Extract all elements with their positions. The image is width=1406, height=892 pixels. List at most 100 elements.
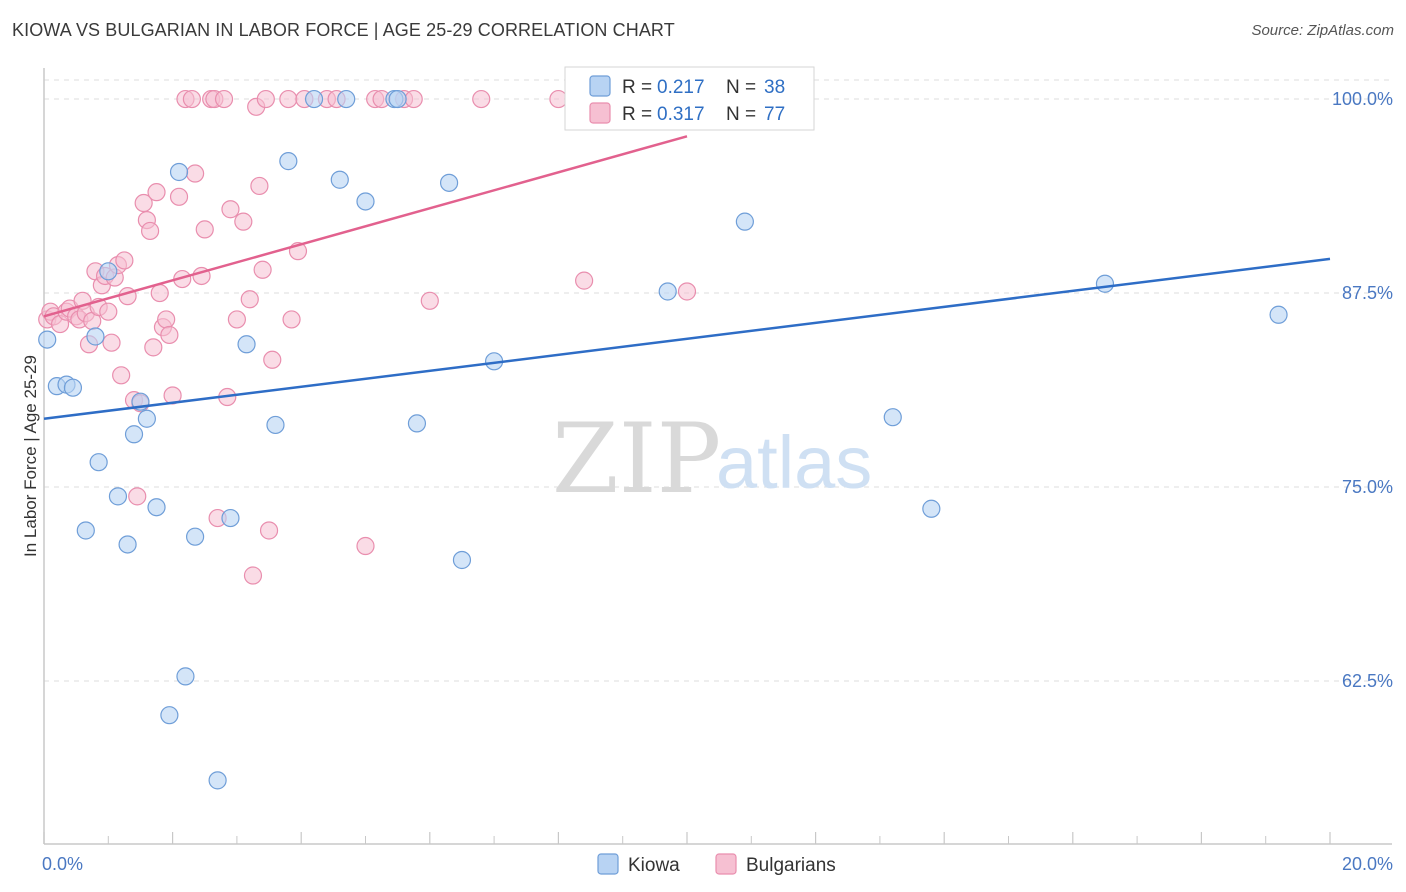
bulgarians-point <box>356 536 375 556</box>
bulgarians-point <box>279 89 298 109</box>
legend-bulgarians-swatch <box>589 102 611 124</box>
bulgarians-point <box>157 310 176 329</box>
axes <box>43 68 1392 845</box>
bulgarians-point <box>282 310 301 329</box>
watermark-zip: ZIP <box>552 403 721 515</box>
kiowa-point <box>99 262 118 281</box>
kiowa-point <box>108 487 128 506</box>
bottom-legend-bulgarians-label: Bulgarians <box>746 855 836 876</box>
correlation-legend: R = 0.217 N = 38 R = 0.317 N = 77 <box>564 66 815 131</box>
grid-lines <box>44 79 1392 682</box>
kiowa-point <box>124 425 144 444</box>
bulgarians-point <box>420 291 439 310</box>
legend-kiowa-r-value: 0.217 <box>657 77 705 98</box>
bulgarians-point <box>227 310 246 329</box>
bulgarians-points <box>38 89 697 585</box>
bulgarians-point <box>234 212 253 231</box>
kiowa-point <box>922 499 941 518</box>
kiowa-point <box>266 415 285 435</box>
bulgarians-point <box>112 366 131 385</box>
kiowa-point <box>1095 274 1115 293</box>
bulgarians-point <box>404 89 423 109</box>
y-tick-label: 87.5% <box>1342 283 1393 303</box>
bulgarians-point <box>144 338 163 357</box>
kiowa-point <box>388 89 407 109</box>
legend-kiowa-n-value: 38 <box>764 77 785 98</box>
bulgarians-point <box>250 176 269 196</box>
legend-kiowa-r-label: R = <box>622 77 652 98</box>
bulgarians-point <box>243 566 263 585</box>
chart-title: KIOWA VS BULGARIAN IN LABOR FORCE | AGE … <box>12 20 675 40</box>
bulgarians-point <box>186 164 205 183</box>
kiowa-point <box>160 706 179 725</box>
legend-bulgarians-n-value: 77 <box>764 104 785 125</box>
bulgarians-point <box>115 251 134 270</box>
bulgarians-point <box>147 183 166 202</box>
bulgarians-point <box>150 283 169 303</box>
bulgarians-point <box>263 350 282 369</box>
bulgarians-point <box>240 290 259 309</box>
legend-bulgarians-r-label: R = <box>622 104 652 125</box>
bulgarians-point <box>128 487 147 506</box>
bulgarians-point <box>259 521 279 540</box>
y-axis-label: In Labor Force | Age 25-29 <box>21 355 40 557</box>
bulgarians-point <box>221 200 240 219</box>
kiowa-point <box>356 192 375 211</box>
x-tick-label: 0.0% <box>42 854 83 874</box>
legend-bulgarians-n-label: N = <box>726 104 756 125</box>
bulgarians-point <box>134 193 153 213</box>
bottom-legend-kiowa-label: Kiowa <box>628 855 680 876</box>
bulgarians-point <box>195 220 214 239</box>
bulgarians-point <box>102 333 121 352</box>
kiowa-point <box>452 550 472 570</box>
bulgarians-point <box>160 325 179 345</box>
kiowa-point <box>407 414 427 433</box>
watermark: ZIP atlas <box>552 403 872 515</box>
bulgarians-point <box>214 89 234 109</box>
y-tick-label: 62.5% <box>1342 671 1393 691</box>
bulgarians-point <box>140 221 160 241</box>
kiowa-point <box>304 89 324 109</box>
watermark-atlas: atlas <box>716 421 872 504</box>
kiowa-point <box>279 152 298 171</box>
kiowa-point <box>86 327 105 346</box>
series-legend: Kiowa Bulgarians <box>597 853 836 876</box>
kiowa-point <box>38 330 57 349</box>
bottom-legend-kiowa-swatch <box>597 853 619 875</box>
kiowa-point <box>883 408 902 427</box>
kiowa-point <box>439 173 459 192</box>
kiowa-trend-line <box>43 257 1331 420</box>
kiowa-point <box>1269 305 1288 324</box>
y-tick-label: 100.0% <box>1332 89 1393 109</box>
bulgarians-point <box>99 302 118 321</box>
legend-kiowa-swatch <box>589 75 611 97</box>
x-tick-labels: 0.0% 20.0% <box>42 854 1393 874</box>
bulgarians-point <box>549 89 568 109</box>
bulgarians-point <box>253 260 272 279</box>
kiowa-point <box>330 170 349 189</box>
kiowa-point <box>76 521 95 540</box>
bulgarians-point <box>472 89 491 109</box>
legend-bulgarians-r-value: 0.317 <box>657 104 705 125</box>
kiowa-point <box>658 282 677 301</box>
bottom-legend-bulgarians-swatch <box>715 853 737 875</box>
kiowa-point <box>169 162 189 182</box>
kiowa-point <box>118 535 137 554</box>
source-label: Source: ZipAtlas.com <box>1251 22 1394 39</box>
bulgarians-trend-line <box>43 135 688 318</box>
kiowa-point <box>147 498 166 517</box>
bulgarians-point <box>575 271 594 290</box>
kiowa-point <box>735 212 754 231</box>
bulgarians-point <box>182 89 201 109</box>
x-axis-ticks <box>43 832 1331 844</box>
bulgarians-point <box>169 187 189 206</box>
bulgarians-point <box>677 282 697 301</box>
kiowa-point <box>137 409 156 428</box>
kiowa-point <box>186 527 205 546</box>
legend-kiowa-n-label: N = <box>726 77 756 98</box>
kiowa-point <box>176 667 195 686</box>
kiowa-point <box>89 453 108 472</box>
kiowa-point <box>63 378 83 397</box>
y-tick-labels: 100.0% 87.5% 75.0% 62.5% <box>1332 89 1393 691</box>
